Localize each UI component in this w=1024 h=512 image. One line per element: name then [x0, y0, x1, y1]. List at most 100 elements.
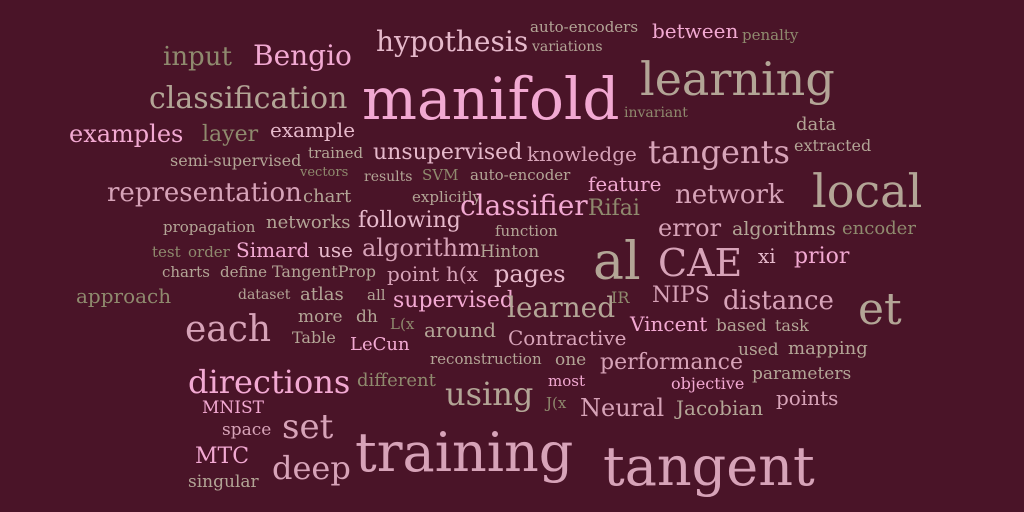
word-different: different [357, 370, 436, 391]
word-local: local [812, 164, 923, 218]
word-penalty: penalty [742, 26, 799, 44]
word-contractive: Contractive [508, 326, 627, 350]
word-hinton: Hinton [480, 242, 540, 262]
word-simard: Simard [236, 238, 310, 262]
word-dataset: dataset [238, 287, 291, 303]
word-trained: trained [308, 144, 364, 162]
word-tangent: tangent [603, 435, 815, 498]
word-learned: learned [507, 291, 616, 324]
word-space: space [222, 420, 272, 440]
word-jx: J(x [546, 394, 567, 412]
word-all: all [367, 286, 386, 304]
word-jacobian: Jacobian [676, 396, 764, 420]
word-classification: classification [149, 81, 348, 116]
word-svm: SVM [422, 166, 459, 184]
word-lx: L(x [390, 315, 415, 333]
word-al: al [593, 232, 641, 292]
word-xi: xi [758, 244, 776, 268]
word-function: function [495, 222, 558, 240]
word-encoder: encoder [842, 218, 916, 239]
word-used: used [738, 340, 779, 360]
word-each: each [185, 309, 272, 350]
word-auto-encoders: auto-encoders [530, 18, 639, 36]
word-examples: examples [69, 120, 184, 148]
word-distance: distance [723, 286, 834, 316]
word-points: points [776, 386, 839, 410]
word-propagation: propagation [163, 218, 256, 236]
word-singular: singular [188, 472, 259, 492]
word-input: input [163, 42, 232, 72]
word-based: based [716, 316, 767, 336]
word-pages: pages [494, 260, 566, 288]
word-tangents: tangents [648, 133, 790, 171]
word-supervised: supervised [393, 288, 514, 313]
word-representation: representation [107, 178, 302, 208]
word-one: one [555, 350, 587, 370]
word-define: define [220, 263, 268, 281]
word-semi-supervised: semi-supervised [170, 151, 302, 170]
word-most: most [548, 372, 585, 390]
word-unsupervised: unsupervised [373, 140, 523, 165]
word-learning: learning [640, 52, 835, 106]
word-mnist: MNIST [202, 398, 264, 418]
word-example: example [270, 118, 356, 142]
word-lecun: LeCun [350, 334, 410, 355]
word-classifier: classifier [460, 189, 588, 222]
word-more: more [298, 307, 343, 327]
word-task: task [775, 316, 809, 335]
word-results: results [364, 169, 413, 185]
word-algorithm: algorithm [362, 234, 481, 262]
word-using: using [445, 375, 534, 413]
word-et: et [858, 284, 902, 335]
word-chart: chart [303, 186, 352, 207]
word-table: Table [292, 328, 336, 347]
word-around: around [424, 318, 497, 342]
word-test: test [152, 243, 181, 261]
word-point: point [387, 262, 440, 286]
word-mapping: mapping [788, 338, 868, 359]
word-prior: prior [794, 244, 850, 269]
word-knowledge: knowledge [527, 142, 637, 166]
word-auto-encoder: auto-encoder [470, 166, 571, 184]
word-deep: deep [272, 449, 351, 487]
word-explicitly: explicitly [412, 188, 482, 206]
word-set: set [282, 407, 334, 447]
word-directions: directions [188, 363, 351, 401]
word-hypothesis: hypothesis [376, 25, 529, 58]
word-mtc: MTC [195, 444, 250, 469]
word-bengio: Bengio [253, 39, 352, 72]
word-networks: networks [266, 212, 351, 233]
word-training: training [355, 421, 574, 484]
word-tangentprop: TangentProp [272, 262, 377, 281]
word-charts: charts [162, 263, 210, 281]
word-reconstruction: reconstruction [430, 350, 542, 368]
word-dh: dh [356, 307, 378, 327]
word-objective: objective [671, 374, 745, 393]
word-algorithms: algorithms [732, 218, 836, 240]
word-invariant: invariant [624, 105, 688, 121]
word-hx: h(x [446, 262, 478, 286]
word-vectors: vectors [300, 165, 349, 180]
word-extracted: extracted [794, 136, 872, 155]
word-parameters: parameters [752, 364, 852, 384]
word-layer: layer [202, 122, 259, 147]
word-ir: IR [611, 288, 630, 307]
word-vincent: Vincent [630, 312, 708, 336]
word-manifold: manifold [362, 65, 620, 133]
word-data: data [796, 114, 837, 135]
word-network: network [675, 180, 784, 210]
word-variations: variations [532, 39, 603, 55]
word-rifai: Rifai [588, 196, 640, 221]
word-between: between [652, 19, 739, 43]
word-nips: NIPS [652, 283, 710, 308]
word-use: use [318, 238, 353, 262]
word-following: following [358, 208, 461, 233]
word-feature: feature [588, 172, 662, 196]
word-atlas: atlas [300, 284, 344, 305]
word-cae: CAE [658, 241, 743, 285]
word-error: error [658, 214, 722, 242]
word-neural: Neural [580, 394, 665, 422]
word-performance: performance [600, 350, 744, 375]
word-approach: approach [76, 284, 172, 308]
